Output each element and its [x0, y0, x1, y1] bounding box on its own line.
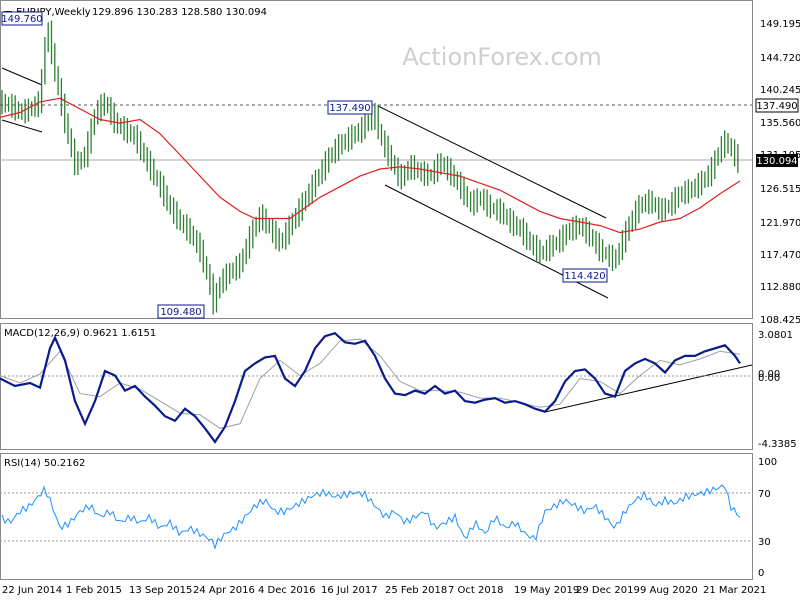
macd-lines	[0, 331, 741, 444]
price-tick: 140.245	[760, 85, 800, 96]
x-tick-label: 29 Dec 2019	[576, 585, 640, 596]
x-tick-label: 24 Apr 2016	[193, 585, 255, 596]
price-y-axis: 149.195 144.720 140.245 135.560 131.105 …	[760, 19, 800, 326]
rsi-title: RSI(14) 50.2162	[4, 458, 85, 469]
rsi-tick: 70	[758, 489, 771, 500]
price-bars	[1, 20, 739, 315]
x-tick-label: 9 Aug 2020	[640, 585, 698, 596]
moving-average-line	[0, 97, 741, 234]
macd-title: MACD(12,26,9) 0.9621 1.6151	[4, 328, 156, 339]
macd-signal-line	[0, 338, 741, 429]
rsi-tick: 30	[758, 537, 771, 548]
x-tick-label: 22 Jun 2014	[2, 585, 62, 596]
wedge-upper-line	[1, 67, 43, 86]
hline-price-label: 137.490	[756, 101, 797, 112]
rsi-tick: 100	[758, 457, 777, 468]
macd-trendline	[544, 364, 753, 413]
rsi-tick: 0	[758, 568, 764, 579]
x-tick-label: 1 Feb 2015	[66, 585, 122, 596]
macd-tick: -4.3385	[758, 439, 797, 450]
price-tick: 135.560	[760, 118, 800, 129]
rsi-line	[1, 484, 741, 550]
price-tick: 112.880	[760, 282, 800, 293]
macd-y-axis: 3.0801 0.00 0.00 -4.3385	[758, 330, 797, 450]
price-tick: 108.425	[760, 315, 800, 326]
annotation-114420: 114.420	[562, 268, 608, 283]
annotation-149760-label: 149.760	[1, 14, 42, 25]
watermark: ActionForex.com	[402, 43, 602, 71]
macd-tick: 0.00	[758, 373, 780, 384]
last-price-box: 130.094	[756, 154, 798, 167]
rsi-y-axis: 100 70 30 0	[758, 457, 777, 579]
annotation-137490: 137.490	[327, 100, 373, 115]
x-tick-label: 21 Mar 2021	[703, 585, 766, 596]
annotation-137490-label: 137.490	[329, 103, 370, 114]
annotation-149760: 149.760	[1, 11, 43, 26]
price-tick: 144.720	[760, 53, 800, 64]
price-tick: 117.470	[760, 250, 800, 261]
x-axis: 22 Jun 2014 1 Feb 2015 13 Sep 2015 24 Ap…	[2, 585, 766, 596]
price-tick: 149.195	[760, 19, 800, 30]
macd-panel-frame	[0, 323, 753, 450]
symbol-label: EURJPY,Weekly	[16, 7, 91, 18]
x-tick-label: 7 Oct 2018	[448, 585, 503, 596]
x-tick-label: 4 Dec 2016	[258, 585, 316, 596]
rsi-lines	[1, 484, 741, 550]
x-tick-label: 19 May 2019	[514, 585, 579, 596]
x-tick-label: 25 Feb 2018	[385, 585, 447, 596]
ohlc-label: 129.896 130.283 128.580 130.094	[92, 7, 267, 18]
rsi-panel-frame	[0, 453, 753, 580]
last-price-label: 130.094	[756, 156, 797, 167]
macd-main-line	[0, 331, 741, 444]
price-tick: 126.515	[760, 184, 800, 195]
wedge-lower-line	[1, 119, 43, 133]
macd-tick: 3.0801	[758, 330, 793, 341]
x-tick-label: 13 Sep 2015	[129, 585, 192, 596]
price-lines	[0, 97, 741, 234]
annotation-109480: 109.480	[157, 304, 205, 319]
macd-tick: 0.00	[758, 369, 780, 380]
annotation-109480-label: 109.480	[160, 307, 201, 318]
price-tick: 121.970	[760, 218, 800, 229]
x-tick-label: 16 Jul 2017	[321, 585, 378, 596]
annotation-114420-label: 114.420	[564, 271, 605, 282]
channel-upper-line	[377, 105, 607, 219]
hline-price-box: 137.490	[755, 98, 799, 113]
